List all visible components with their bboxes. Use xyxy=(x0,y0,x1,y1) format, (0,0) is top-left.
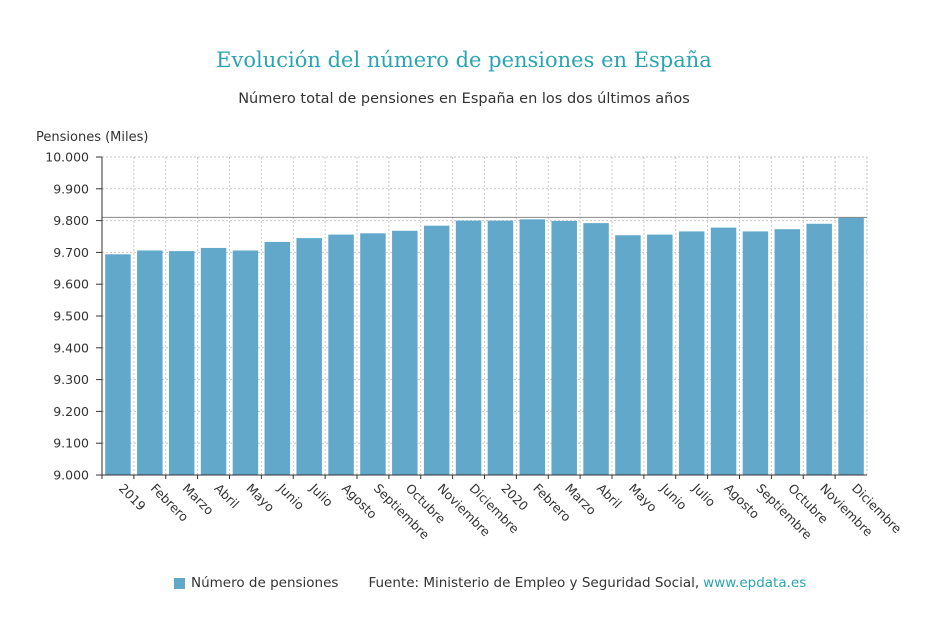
y-tick-label: 10.000 xyxy=(45,150,89,165)
bar xyxy=(423,225,450,475)
chart-title: Evolución del número de pensiones en Esp… xyxy=(216,48,712,72)
y-tick-label: 9.700 xyxy=(53,245,89,260)
x-tick-label: Julio xyxy=(306,480,336,510)
bar xyxy=(200,247,227,475)
x-tick-label: Junio xyxy=(274,480,307,513)
bar-chart: 9.000 9.100 9.200 9.300 9.400 9.500 9.600 9.700… xyxy=(45,150,905,543)
legend-label: Número de pensiones xyxy=(191,575,339,591)
chart-subtitle: Número total de pensiones en España en l… xyxy=(238,91,690,107)
x-tick-label: Mayo xyxy=(626,481,660,515)
source-link[interactable]: www.epdata.es xyxy=(703,575,807,591)
bar xyxy=(519,219,546,475)
bar xyxy=(455,220,482,475)
bar xyxy=(838,217,864,476)
y-tick-label: 9.100 xyxy=(53,436,89,451)
y-tick-label: 9.000 xyxy=(53,468,89,483)
y-tick-label: 9.800 xyxy=(53,213,89,228)
x-tick-label: 2019 xyxy=(116,481,149,514)
bar xyxy=(551,220,577,475)
x-tick-label: Junio xyxy=(657,480,690,513)
bar xyxy=(392,230,418,475)
bar xyxy=(678,231,705,475)
bar xyxy=(615,235,641,475)
bar xyxy=(105,254,131,475)
bar xyxy=(296,238,322,475)
bar xyxy=(774,229,801,475)
legend: Número de pensiones Fuente: Ministerio d… xyxy=(174,575,806,591)
y-tick-label: 9.500 xyxy=(53,309,89,324)
x-tick-label: Mayo xyxy=(243,481,277,515)
legend-swatch xyxy=(174,577,185,589)
y-tick-label: 9.600 xyxy=(53,277,89,292)
x-tick-label: Julio xyxy=(689,480,719,510)
y-tick-label: 9.300 xyxy=(53,372,89,387)
bar xyxy=(264,241,291,475)
bar xyxy=(583,223,609,475)
bar xyxy=(710,227,737,475)
bar xyxy=(487,220,514,475)
bar xyxy=(168,251,195,475)
bar xyxy=(232,250,259,475)
bar xyxy=(360,233,386,475)
bar xyxy=(328,234,354,475)
source-text: Fuente: Ministerio de Empleo y Seguridad… xyxy=(368,575,700,591)
y-tick-label: 9.200 xyxy=(53,404,89,419)
bar xyxy=(806,223,832,475)
y-axis-label: Pensiones (Miles) xyxy=(36,130,149,145)
bar xyxy=(742,231,769,475)
y-tick-label: 9.900 xyxy=(53,181,89,196)
bar xyxy=(137,250,163,475)
bar xyxy=(647,234,673,475)
y-tick-label: 9.400 xyxy=(53,340,89,355)
